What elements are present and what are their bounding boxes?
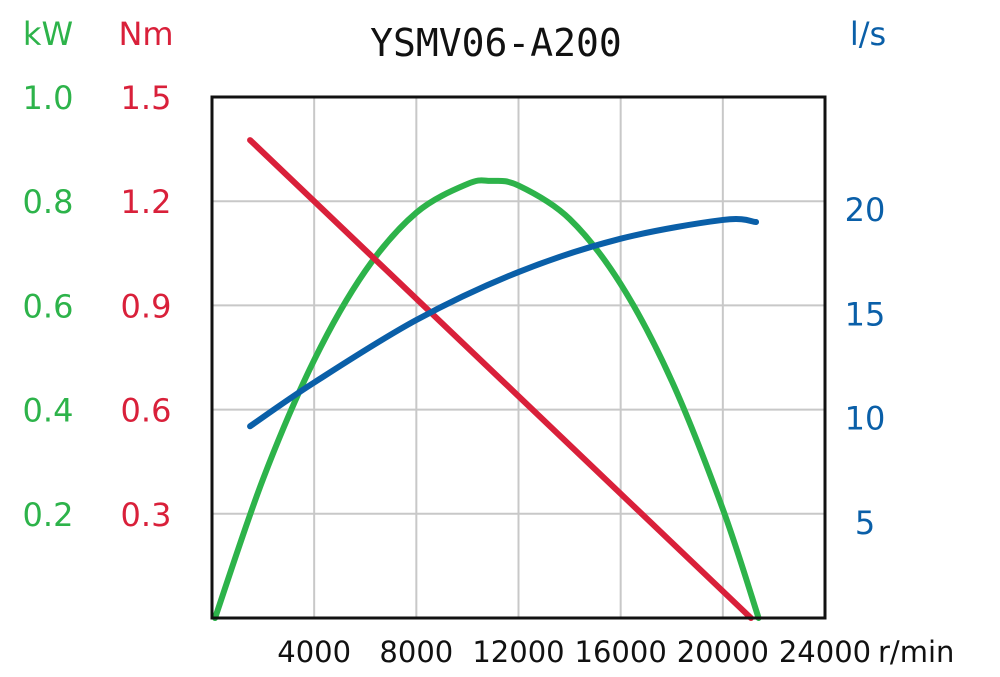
power-tick-label: 1.0 [23, 79, 74, 117]
torque-tick-label: 1.2 [121, 183, 172, 221]
flow-tick-label: 10 [845, 400, 886, 438]
x-tick-label: 12000 [472, 635, 564, 669]
flow-tick-label: 5 [855, 504, 875, 542]
power-tick-label: 0.4 [23, 392, 74, 430]
torque-tick-label: 0.3 [121, 496, 172, 534]
torque-axis-label: Nm [118, 15, 173, 53]
flow-series-line [247, 216, 760, 430]
flow-axis-label: l/s [850, 15, 886, 53]
flow-tick-label: 20 [845, 191, 886, 229]
torque-tick-label: 1.5 [121, 79, 172, 117]
torque-series-line [247, 137, 754, 621]
x-tick-label: 8000 [379, 635, 453, 669]
chart-title: YSMV06-A200 [370, 21, 622, 65]
flow-tick-label: 15 [845, 295, 886, 333]
torque-tick-label: 0.9 [121, 287, 172, 325]
power-axis-label: kW [23, 15, 73, 53]
power-tick-label: 0.8 [23, 183, 74, 221]
power-series-line [212, 177, 762, 621]
x-tick-label: 16000 [575, 635, 667, 669]
power-tick-label: 0.6 [23, 287, 74, 325]
x-tick-label: 20000 [677, 635, 769, 669]
x-axis-label: r/min [878, 635, 954, 669]
x-tick-label: 4000 [277, 635, 351, 669]
plot-frame [210, 95, 827, 620]
torque-tick-label: 0.6 [121, 392, 172, 430]
x-tick-label: 24000 [779, 635, 871, 669]
power-tick-label: 0.2 [23, 496, 74, 534]
